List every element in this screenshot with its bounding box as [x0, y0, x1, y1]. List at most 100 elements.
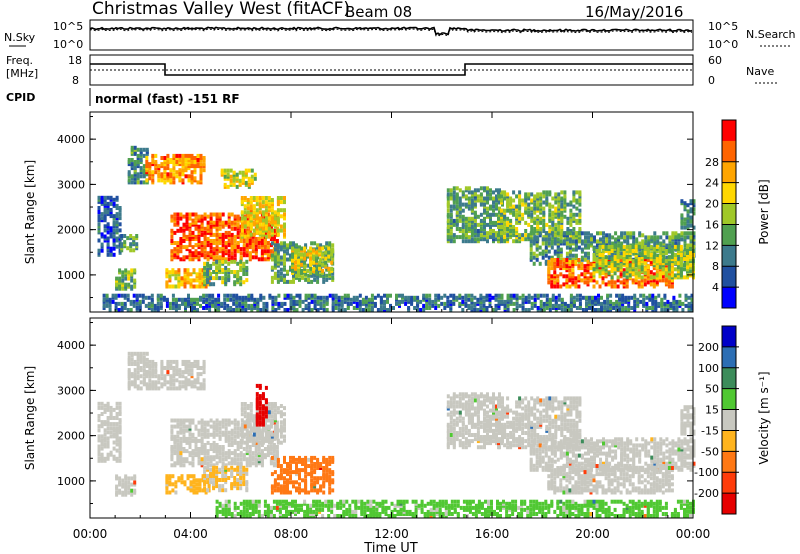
data-cell — [279, 196, 283, 200]
data-cell — [553, 239, 557, 244]
data-cell — [497, 216, 500, 221]
data-cell — [550, 262, 554, 267]
data-cell — [488, 297, 492, 302]
data-cell — [115, 220, 119, 225]
data-cell — [492, 200, 495, 205]
data-cell — [680, 237, 684, 242]
data-cell — [530, 212, 534, 217]
data-cell — [568, 260, 572, 264]
data-cell — [199, 178, 203, 183]
data-cell — [203, 280, 207, 285]
data-cell — [109, 412, 113, 416]
data-cell — [524, 233, 528, 238]
data-cell — [565, 235, 569, 240]
data-cell — [321, 262, 325, 267]
data-cell — [185, 424, 189, 429]
data-cell — [165, 268, 169, 273]
data-cell — [97, 424, 101, 429]
data-cell — [683, 235, 687, 240]
data-cell — [410, 299, 414, 304]
data-cell — [250, 306, 254, 310]
data-cell — [604, 272, 608, 277]
data-cell — [233, 259, 237, 264]
data-cell — [191, 461, 195, 466]
data-cell — [630, 295, 634, 300]
data-cell — [248, 251, 252, 256]
data-cell — [258, 196, 262, 200]
data-cell — [301, 299, 305, 304]
data-cell — [215, 461, 219, 466]
data-cell — [325, 299, 329, 304]
colorbar-tick-label: 20 — [705, 198, 719, 211]
data-cell — [176, 228, 180, 233]
data-cell — [246, 230, 250, 235]
data-cell — [574, 241, 578, 246]
data-cell — [684, 295, 688, 300]
data-cell — [310, 279, 314, 284]
data-cell — [197, 251, 201, 256]
data-cell — [197, 214, 201, 219]
data-cell — [100, 212, 104, 217]
data-cell — [236, 274, 240, 279]
data-cell — [202, 359, 206, 364]
data-cell — [103, 432, 107, 437]
data-cell — [200, 432, 204, 437]
data-cell — [177, 303, 181, 308]
data-cell — [467, 196, 471, 201]
data-cell — [183, 274, 187, 279]
data-cell — [476, 237, 480, 242]
colorbar-segment — [722, 287, 736, 309]
data-cell — [678, 299, 682, 304]
data-cell — [130, 372, 134, 377]
data-cell — [643, 271, 647, 276]
data-cell — [139, 149, 143, 154]
data-cell — [340, 295, 344, 300]
data-cell — [188, 440, 192, 445]
data-cell — [173, 253, 177, 258]
data-cell — [106, 452, 110, 457]
data-cell — [208, 293, 212, 298]
data-cell — [240, 196, 244, 200]
data-cell — [194, 220, 198, 225]
data-cell — [112, 407, 116, 412]
data-cell — [548, 218, 552, 223]
data-cell — [455, 218, 459, 223]
data-cell — [252, 222, 256, 227]
data-cell — [554, 200, 558, 205]
data-cell — [199, 295, 202, 300]
data-cell — [195, 272, 199, 277]
data-cell — [178, 380, 182, 385]
data-cell — [118, 276, 122, 281]
data-cell — [495, 212, 498, 217]
data-cell — [185, 457, 189, 462]
data-cell — [563, 194, 567, 199]
data-cell — [300, 246, 303, 251]
data-cell — [227, 212, 231, 217]
data-cell — [181, 370, 185, 375]
data-cell — [133, 178, 137, 183]
data-cell — [637, 244, 641, 249]
data-cell — [334, 306, 338, 310]
data-cell — [291, 258, 294, 263]
data-cell — [497, 218, 500, 223]
data-cell — [483, 231, 486, 236]
data-cell — [145, 172, 149, 177]
colorbar-tick-label: 8 — [712, 260, 719, 273]
data-cell — [619, 280, 623, 285]
data-cell — [190, 384, 194, 389]
data-cell — [633, 299, 637, 304]
data-cell — [464, 202, 468, 207]
data-cell — [178, 372, 182, 377]
data-cell — [449, 231, 453, 236]
data-cell — [316, 308, 320, 312]
data-cell — [587, 245, 590, 250]
data-cell — [163, 374, 167, 379]
data-cell — [248, 255, 252, 260]
data-cell — [398, 293, 401, 298]
data-cell — [260, 241, 264, 245]
data-cell — [467, 186, 471, 191]
data-cell — [184, 299, 187, 304]
data-cell — [283, 200, 286, 205]
data-cell — [133, 149, 137, 154]
data-cell — [178, 178, 182, 183]
